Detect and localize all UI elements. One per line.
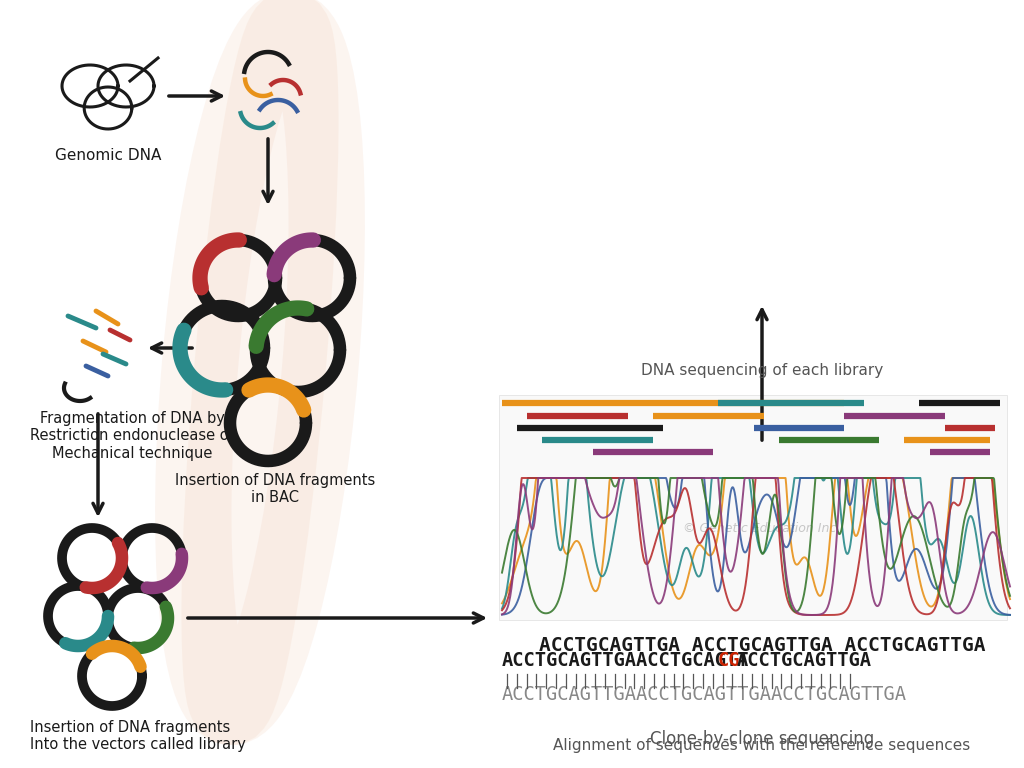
Bar xyxy=(499,395,1007,620)
Text: Insertion of DNA fragments
Into the vectors called library: Insertion of DNA fragments Into the vect… xyxy=(30,720,246,753)
Text: Alignment of sequences with the reference sequences: Alignment of sequences with the referenc… xyxy=(553,738,971,753)
Text: CG: CG xyxy=(718,651,740,670)
Text: © Genetic Education Inc.: © Genetic Education Inc. xyxy=(683,521,841,535)
Text: Genomic DNA: Genomic DNA xyxy=(55,148,161,163)
Text: Fragmentation of DNA by
Restriction endonuclease or
Mechanical technique: Fragmentation of DNA by Restriction endo… xyxy=(30,411,234,461)
Text: DNA sequencing of each library: DNA sequencing of each library xyxy=(641,363,883,378)
Text: ACCTGCAGTTGA ACCTGCAGTTGA ACCTGCAGTTGA: ACCTGCAGTTGA ACCTGCAGTTGA ACCTGCAGTTGA xyxy=(539,636,985,655)
Text: Clone-by-clone sequencing: Clone-by-clone sequencing xyxy=(650,730,874,748)
Text: ACCTGCAGTTGAACCTGCAGTT: ACCTGCAGTTGAACCTGCAGTT xyxy=(502,651,750,670)
Text: ACCTGCAGTTGA: ACCTGCAGTTGA xyxy=(737,651,872,670)
Text: ACCTGCAGTTGAACCTGCAGTTGAACCTGCAGTTGA: ACCTGCAGTTGAACCTGCAGTTGAACCTGCAGTTGA xyxy=(502,685,907,704)
Text: Insertion of DNA fragments
in BAC: Insertion of DNA fragments in BAC xyxy=(175,473,375,505)
